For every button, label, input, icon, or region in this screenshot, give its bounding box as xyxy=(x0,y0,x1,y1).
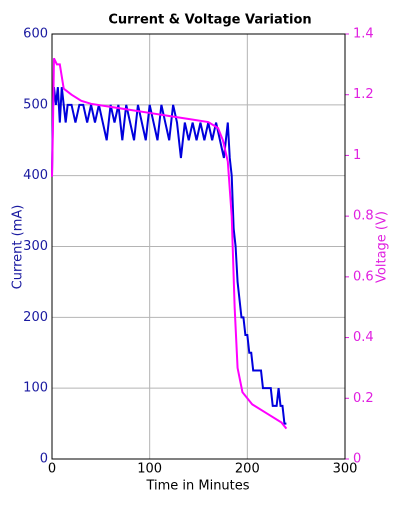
y2-tick-label: 0.6 xyxy=(353,269,374,284)
y2-tick-label: 1 xyxy=(353,148,361,163)
series-line xyxy=(51,57,288,430)
chart-title: Current & Voltage Variation xyxy=(108,13,311,28)
y-tick-label: 600 xyxy=(23,27,48,42)
x-tick-label: 300 xyxy=(333,462,358,477)
y2-tick-label: 0.2 xyxy=(353,391,374,406)
y2-tick-label: 0.4 xyxy=(353,330,374,345)
y-tick-label: 100 xyxy=(23,381,48,396)
y-tick-label: 300 xyxy=(23,239,48,254)
series-line xyxy=(51,87,287,425)
x-tick-label: 100 xyxy=(137,462,162,477)
plot-frame xyxy=(51,33,346,460)
y-tick-label: 500 xyxy=(23,97,48,112)
y2-tick-label: 0 xyxy=(353,452,361,467)
y-tick-label: 200 xyxy=(23,310,48,325)
x-tick-label: 200 xyxy=(235,462,260,477)
x-tick-label: 0 xyxy=(48,462,56,477)
y-tick-label: 0 xyxy=(40,452,48,467)
y2-tick-label: 1.4 xyxy=(353,27,374,42)
y-axis-label: Current (mA) xyxy=(11,205,26,290)
x-axis-label: Time in Minutes xyxy=(145,479,249,494)
y2-axis-label: Voltage (V) xyxy=(375,211,390,283)
y2-tick-label: 1.2 xyxy=(353,87,374,102)
y2-tick-label: 0.8 xyxy=(353,209,374,224)
y-tick-label: 400 xyxy=(23,168,48,183)
